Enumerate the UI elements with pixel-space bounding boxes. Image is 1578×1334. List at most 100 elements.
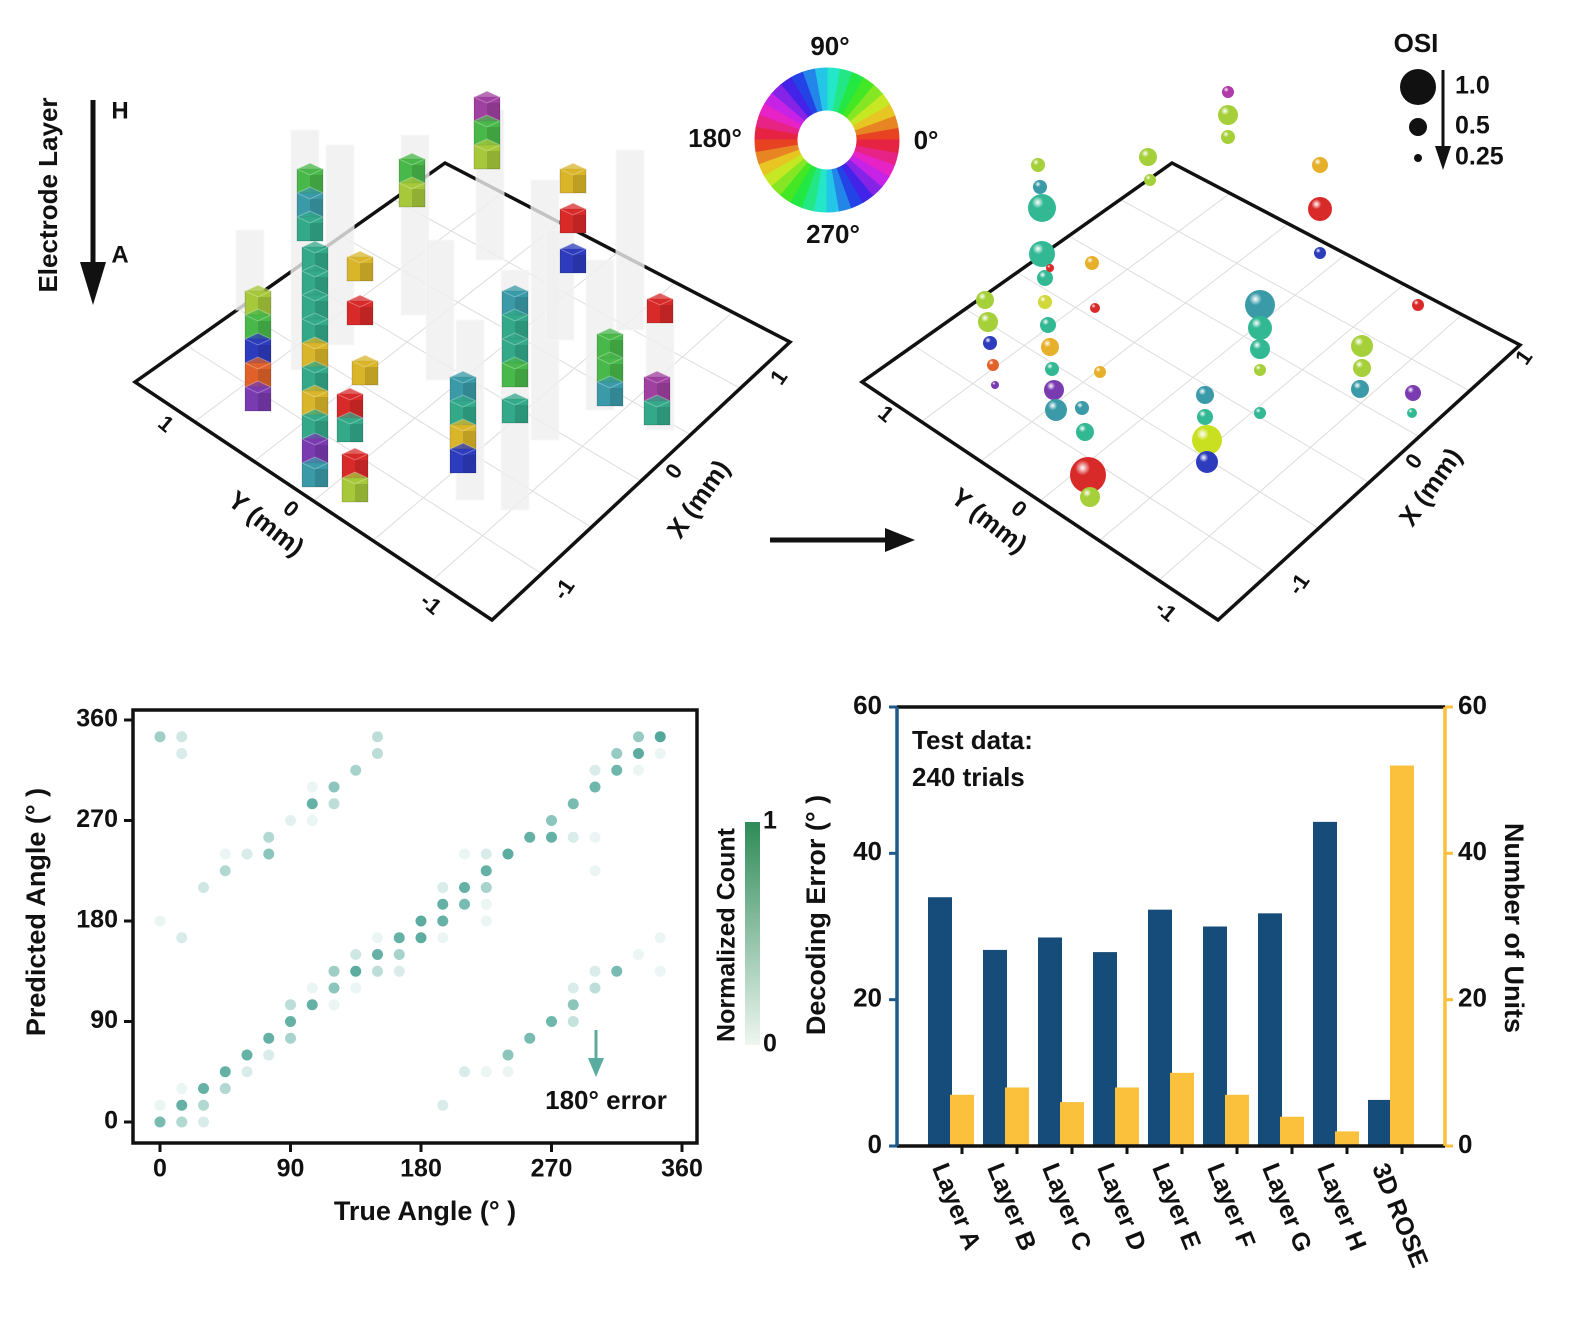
cube-top — [558, 202, 588, 216]
data-point — [263, 848, 275, 860]
cube-top — [472, 138, 502, 152]
unit-sphere — [1222, 86, 1234, 98]
unit-sphere — [1250, 339, 1270, 359]
unit-sphere — [1076, 423, 1094, 441]
cube-top — [243, 308, 273, 322]
y-tick-label: 40 — [853, 836, 882, 866]
data-point — [393, 949, 405, 960]
cube-top — [243, 332, 273, 346]
unit-sphere — [1029, 241, 1055, 267]
data-point — [372, 748, 383, 759]
cube-top — [300, 336, 330, 350]
data-point — [241, 1049, 253, 1061]
layer-arrow-head-icon — [80, 262, 106, 305]
error-bar — [1203, 926, 1227, 1146]
data-point — [306, 982, 318, 994]
axis-tick-label: 1 — [1510, 345, 1538, 369]
axis-tick-label: -1 — [1283, 569, 1315, 599]
data-point — [176, 731, 188, 743]
cube-top — [448, 418, 478, 432]
units-bar — [1335, 1131, 1359, 1146]
wheel-label-180: 180° — [688, 123, 742, 153]
cube-top — [300, 264, 330, 278]
cube-top — [300, 456, 330, 470]
osi-value-label: 1.0 — [1455, 72, 1490, 100]
cube-top — [300, 384, 330, 398]
data-point — [176, 1099, 188, 1111]
unit-sphere — [1094, 366, 1106, 378]
data-point — [654, 965, 666, 977]
transition-arrow-icon — [885, 528, 915, 552]
data-point — [437, 932, 449, 944]
cube-top — [335, 411, 365, 425]
cube-shade — [573, 175, 586, 193]
cube-top — [300, 312, 330, 326]
data-point — [633, 949, 644, 960]
cube-top — [448, 442, 478, 456]
unit-sphere — [1046, 264, 1054, 272]
electrode-3d-panel: 10-110-1Y (mm) X (mm)Electrode Layer HA — [33, 90, 915, 623]
ghost-column — [425, 239, 455, 381]
y-tick-label: 0 — [104, 1107, 118, 1135]
wheel-label-90: 90° — [810, 31, 849, 61]
units-bar — [950, 1094, 974, 1146]
osi-arrow-icon — [1435, 146, 1451, 170]
unit-sphere — [991, 381, 999, 389]
cube-top — [300, 432, 330, 446]
category-label: Layer A — [926, 1159, 986, 1254]
unit-sphere — [1308, 197, 1332, 221]
unit-sphere — [1351, 380, 1369, 398]
cube-top — [642, 394, 672, 408]
data-point — [567, 831, 579, 843]
data-point — [328, 798, 340, 810]
layer-top-label: H — [111, 97, 128, 124]
y-tick-label: 90 — [90, 1006, 118, 1034]
annotation-arrow-icon — [588, 1058, 604, 1077]
cube-shade — [365, 367, 378, 385]
unit-sphere — [1405, 385, 1421, 401]
cube-shade — [360, 263, 373, 281]
orientation-color-wheel: 90° 180° 0° 270° — [688, 31, 938, 249]
cube-top — [243, 284, 273, 298]
data-point — [654, 748, 666, 759]
data-point — [611, 764, 623, 776]
data-point — [328, 965, 340, 977]
data-point — [328, 999, 340, 1011]
confusion-scatter-chart: 0 0 90 90 180 180 270 270 360 360 True Angle (° ) P… — [21, 705, 777, 1227]
cube-shade — [310, 223, 323, 241]
cube-top — [500, 356, 530, 370]
unit-sphere — [1044, 380, 1064, 400]
data-point — [633, 748, 644, 759]
trials-annotation: 240 trials — [912, 762, 1025, 792]
cube-shade — [463, 455, 476, 473]
unit-sphere — [1407, 408, 1417, 418]
colorbar-min-label: 0 — [763, 1030, 777, 1058]
cube-top — [300, 240, 330, 254]
cube-shade — [573, 215, 586, 233]
data-point — [372, 731, 383, 743]
y2-axis-title: Number of Units — [1499, 823, 1529, 1033]
y2-tick-label: 40 — [1458, 836, 1487, 866]
data-point — [198, 1099, 209, 1111]
cube-top — [243, 356, 273, 370]
category-label: Layer H — [1311, 1159, 1371, 1255]
error-bar — [1093, 952, 1117, 1146]
cube-shade — [315, 469, 328, 487]
osi-legend-title: OSI — [1394, 28, 1439, 58]
cube-top — [300, 360, 330, 374]
unit-sphere — [1254, 407, 1266, 419]
y-axis-title: Predicted Angle (° ) — [21, 788, 51, 1036]
grid-line — [1158, 314, 1463, 581]
x-tick-label: 90 — [277, 1155, 305, 1183]
data-point — [306, 781, 318, 793]
category-label: Layer B — [981, 1159, 1041, 1255]
unit-sphere — [1070, 457, 1106, 493]
unit-sphere — [1196, 386, 1214, 404]
test-data-annotation: Test data: — [912, 725, 1033, 755]
data-point — [372, 949, 383, 960]
unit-sphere — [1041, 338, 1059, 356]
data-point — [241, 848, 253, 860]
plot-base — [858, 160, 1524, 623]
category-label: Layer E — [1146, 1159, 1206, 1253]
cube — [244, 386, 272, 412]
